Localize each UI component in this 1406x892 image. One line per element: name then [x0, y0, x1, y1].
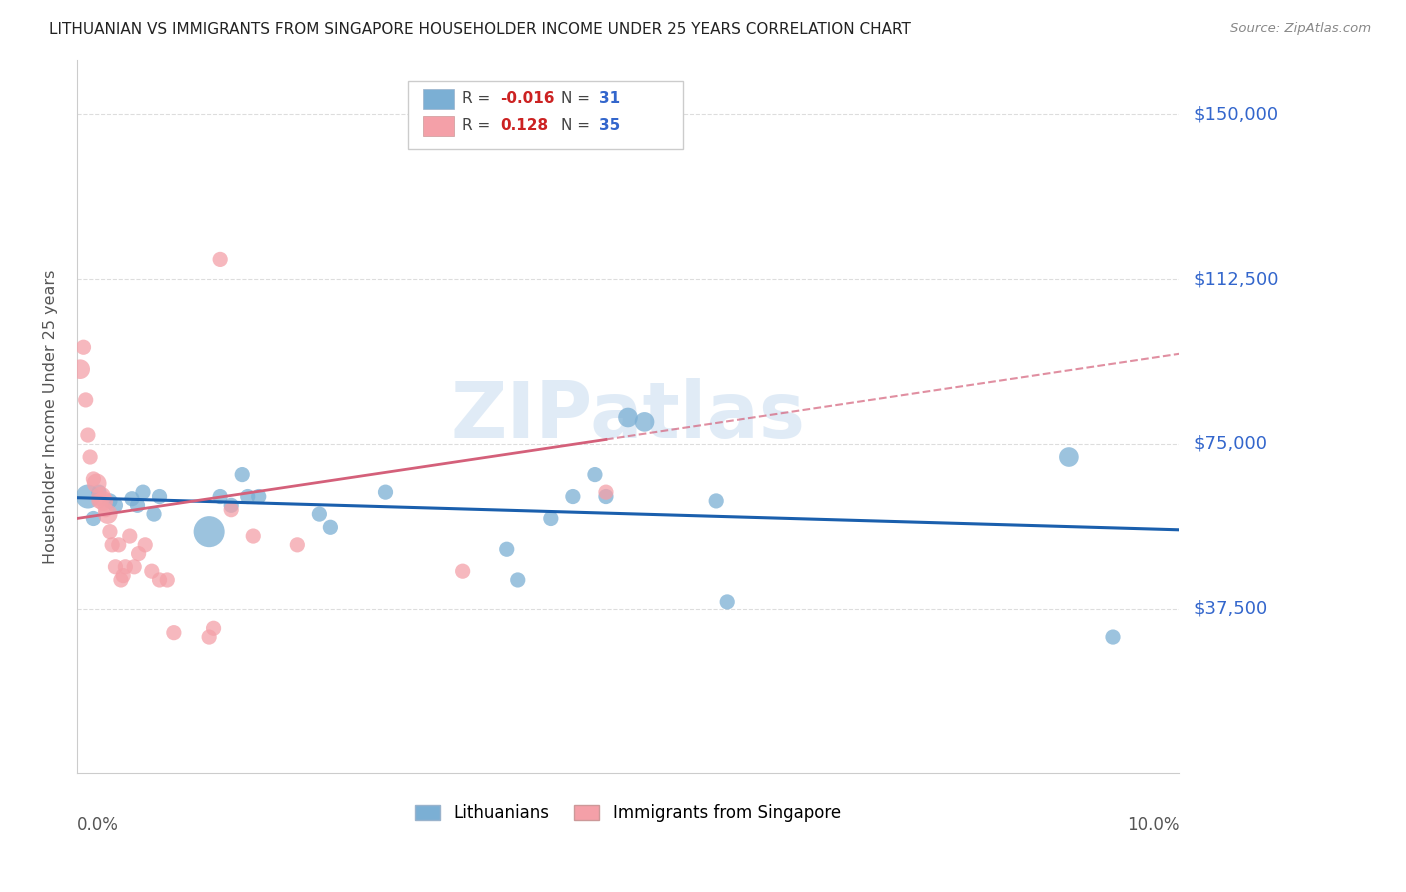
Text: 0.128: 0.128 [501, 119, 548, 134]
Point [121, 491, 143, 506]
Point [122, 559, 145, 574]
Text: LITHUANIAN VS IMMIGRANTS FROM SINGAPORE HOUSEHOLDER INCOME UNDER 25 YEARS CORREL: LITHUANIAN VS IMMIGRANTS FROM SINGAPORE … [49, 22, 911, 37]
Text: $75,000: $75,000 [1194, 434, 1267, 453]
Text: 0.0%: 0.0% [77, 816, 118, 834]
Point [134, 538, 156, 552]
Point [90, 490, 112, 504]
Point [75, 392, 97, 407]
FancyBboxPatch shape [423, 89, 454, 109]
Point [98, 524, 121, 539]
Point [112, 568, 135, 582]
Point [110, 573, 132, 587]
Point [156, 573, 179, 587]
Point [219, 499, 242, 513]
Point [704, 494, 727, 508]
Point [97, 507, 120, 521]
Point [104, 499, 127, 513]
Legend: Lithuanians, Immigrants from Singapore: Lithuanians, Immigrants from Singapore [408, 797, 848, 829]
Point [231, 467, 253, 482]
Text: R =: R = [461, 119, 495, 134]
Point [94, 502, 117, 516]
Point [506, 573, 529, 587]
Text: R =: R = [461, 91, 495, 106]
Text: N =: N = [561, 119, 595, 134]
Y-axis label: Householder Income Under 25 years: Householder Income Under 25 years [44, 269, 58, 564]
Text: 35: 35 [599, 119, 620, 134]
Point [202, 621, 225, 635]
Point [236, 490, 259, 504]
Point [595, 485, 617, 500]
Point [87, 494, 110, 508]
Point [132, 485, 155, 500]
Point [716, 595, 738, 609]
Point [285, 538, 308, 552]
Point [77, 428, 100, 442]
FancyBboxPatch shape [408, 81, 683, 149]
Text: -0.016: -0.016 [501, 91, 554, 106]
Point [114, 559, 136, 574]
Point [128, 547, 150, 561]
Point [633, 415, 655, 429]
Point [98, 494, 121, 508]
Text: Source: ZipAtlas.com: Source: ZipAtlas.com [1230, 22, 1371, 36]
Point [209, 252, 232, 267]
Point [72, 340, 94, 354]
Text: $150,000: $150,000 [1194, 105, 1278, 123]
Point [82, 511, 104, 525]
Point [219, 502, 242, 516]
Point [319, 520, 342, 534]
Point [198, 524, 221, 539]
Point [451, 564, 474, 578]
Point [107, 538, 129, 552]
Text: $37,500: $37,500 [1194, 599, 1267, 617]
Text: ZIPatlas: ZIPatlas [450, 378, 806, 454]
Text: 31: 31 [599, 91, 620, 106]
Point [1102, 630, 1125, 644]
Point [91, 494, 114, 508]
Point [86, 476, 108, 491]
Point [118, 529, 141, 543]
Text: $112,500: $112,500 [1194, 270, 1278, 288]
Point [247, 490, 270, 504]
Point [69, 362, 91, 376]
Point [198, 630, 221, 644]
Point [540, 511, 562, 525]
Text: 10.0%: 10.0% [1126, 816, 1180, 834]
FancyBboxPatch shape [423, 116, 454, 136]
Point [583, 467, 606, 482]
Point [141, 564, 163, 578]
Point [104, 559, 127, 574]
Point [561, 490, 583, 504]
Point [82, 472, 104, 486]
Text: N =: N = [561, 91, 595, 106]
Point [87, 485, 110, 500]
Point [495, 542, 517, 557]
Point [374, 485, 396, 500]
Point [209, 490, 232, 504]
Point [163, 625, 186, 640]
Point [1057, 450, 1080, 464]
Point [127, 499, 149, 513]
Point [617, 410, 640, 425]
Point [77, 490, 100, 504]
Point [308, 507, 330, 521]
Point [595, 490, 617, 504]
Point [148, 573, 170, 587]
Point [242, 529, 264, 543]
Point [79, 450, 101, 464]
Point [143, 507, 166, 521]
Point [101, 538, 124, 552]
Point [148, 490, 170, 504]
